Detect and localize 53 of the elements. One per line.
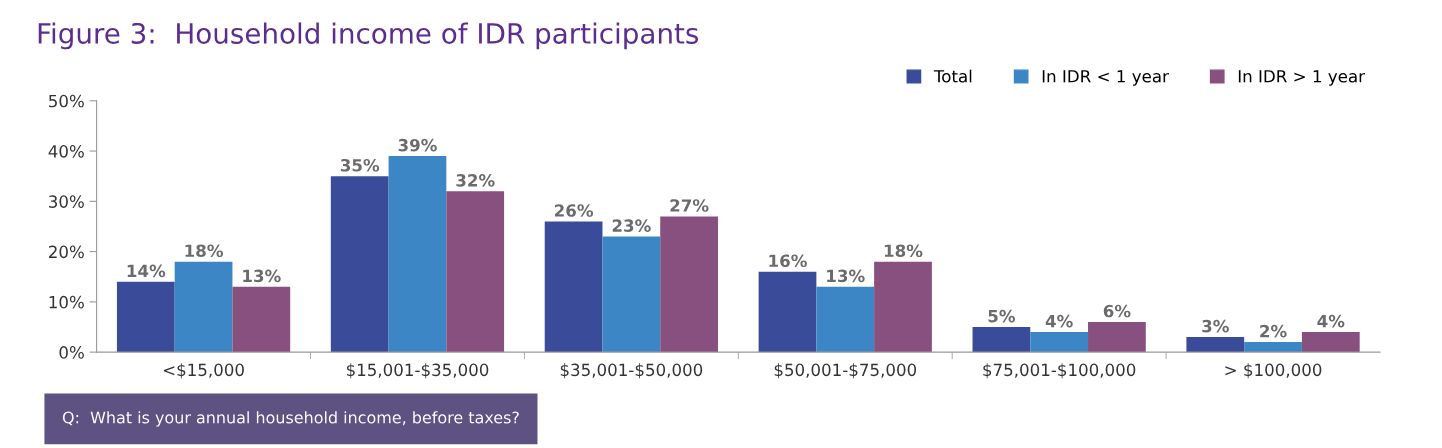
data-label: 13% — [827, 269, 865, 283]
y-tick-label: 10% — [49, 295, 84, 309]
bar — [602, 236, 661, 353]
data-label: 35% — [340, 158, 380, 172]
bar — [330, 176, 389, 353]
x-tick-label: $50,001-$75,000 — [774, 363, 917, 379]
data-label: 39% — [398, 138, 437, 152]
bar — [1088, 321, 1146, 353]
y-tick-label: 40% — [48, 145, 84, 158]
bar — [174, 261, 233, 353]
data-label: 18% — [884, 244, 923, 258]
bar — [874, 261, 932, 353]
bar — [388, 156, 447, 353]
y-tick-label: 50% — [49, 94, 84, 108]
y-tick-label: 30% — [49, 195, 84, 208]
y-tick-label: 20% — [48, 245, 84, 259]
bar — [758, 271, 817, 353]
x-tick-label: $15,001-$35,000 — [346, 363, 489, 379]
bar — [816, 286, 875, 353]
data-label: 18% — [185, 244, 223, 258]
chart-title: Figure 3: Household income of IDR participants — [38, 22, 699, 50]
legend-label: In IDR < 1 year — [1042, 70, 1169, 86]
bar — [544, 221, 603, 353]
data-label: 27% — [670, 199, 709, 212]
bar — [1186, 337, 1245, 353]
data-label: 3% — [1202, 319, 1229, 333]
data-label: 16% — [769, 254, 807, 268]
legend-label: In IDR > 1 year — [1238, 70, 1365, 86]
data-label: 26% — [554, 204, 594, 217]
bar — [1030, 332, 1089, 353]
bar — [1301, 332, 1360, 353]
data-label: 14% — [127, 264, 166, 278]
data-label: 5% — [988, 309, 1016, 323]
y-tick-label: 0% — [59, 346, 84, 359]
data-label: 32% — [456, 174, 495, 187]
bar — [1244, 342, 1302, 353]
data-label: 4% — [1045, 314, 1073, 328]
text: Q: What is your annual household income, before taxes? — [62, 411, 519, 427]
bar — [972, 327, 1031, 353]
legend-label: Total — [933, 69, 972, 83]
x-tick-label: <$15,000 — [163, 363, 244, 379]
bar — [232, 286, 291, 353]
x-tick-label: $35,001-$50,000 — [560, 363, 703, 379]
bar — [660, 216, 718, 353]
data-label: 2% — [1260, 324, 1287, 338]
bar — [116, 281, 175, 353]
data-label: 13% — [243, 269, 281, 283]
x-tick-label: > $100,000 — [1225, 363, 1322, 379]
data-label: 6% — [1103, 304, 1131, 318]
x-tick-label: $75,001-$100,000 — [983, 363, 1136, 379]
data-label: 4% — [1317, 314, 1345, 328]
bar — [446, 191, 505, 353]
data-label: 23% — [612, 219, 651, 232]
